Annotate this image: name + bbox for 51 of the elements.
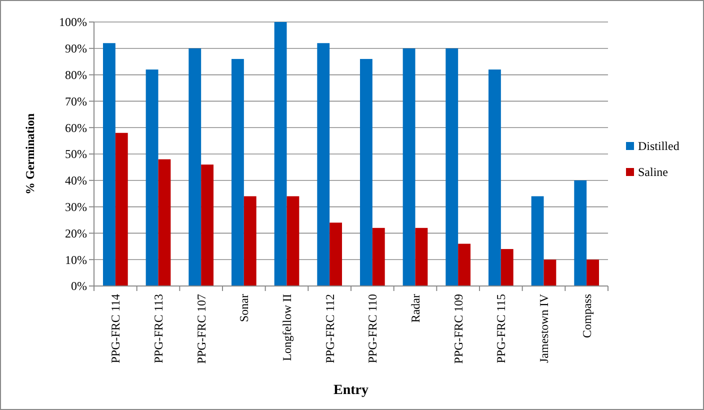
bar	[402, 48, 416, 286]
y-tick-label: 100%	[59, 15, 87, 30]
bar	[201, 164, 214, 286]
x-tick-label: Radar	[408, 294, 422, 323]
y-tick-label: 10%	[65, 252, 87, 267]
bar	[488, 70, 501, 286]
y-tick-label: 0%	[71, 279, 87, 294]
bar	[244, 196, 256, 286]
x-tick-label: Longfellow II	[280, 294, 294, 361]
bar	[574, 180, 587, 286]
bar	[158, 159, 171, 286]
bar	[544, 260, 556, 286]
bar	[531, 196, 544, 286]
bar	[500, 249, 514, 286]
x-tick-label: Sonar	[237, 294, 252, 322]
x-tick-label: PPG-FRC 110	[366, 294, 380, 364]
bar	[415, 228, 428, 286]
legend-label: Saline	[638, 165, 668, 180]
bar	[586, 260, 600, 286]
x-tick-label: PPG-FRC 114	[108, 294, 123, 364]
bar	[372, 228, 385, 286]
bar	[231, 58, 244, 286]
y-axis-title: % Germination	[23, 113, 37, 194]
x-tick-label: PPG-FRC 109	[451, 294, 466, 364]
y-tick-label: 70%	[65, 94, 87, 108]
bar	[146, 70, 158, 286]
y-tick-label: 60%	[65, 120, 87, 135]
x-tick-label: Compass	[580, 294, 594, 338]
bar	[115, 132, 128, 286]
y-tick-label: 80%	[65, 68, 87, 82]
bar	[102, 43, 116, 286]
y-tick-label: 30%	[65, 200, 87, 214]
x-tick-label: PPG-FRC 113	[151, 294, 166, 364]
bar	[330, 222, 342, 286]
bar	[446, 48, 458, 286]
y-tick-label: 50%	[65, 147, 87, 162]
x-axis-title: Entry	[334, 383, 368, 398]
y-tick-label: 20%	[65, 226, 87, 240]
legend-label: Distilled	[638, 139, 680, 154]
bar	[360, 58, 372, 286]
bar	[317, 43, 330, 286]
x-tick-label: PPG-FRC 112	[322, 294, 337, 364]
x-tick-label: PPG-FRC 107	[194, 294, 208, 364]
bar	[286, 196, 300, 286]
bar	[188, 48, 202, 286]
y-tick-label: 90%	[65, 42, 87, 56]
x-tick-label: PPG-FRC 115	[494, 294, 508, 364]
bar	[274, 22, 287, 286]
x-tick-label: Jamestown IV	[536, 294, 551, 363]
y-tick-label: 40%	[65, 174, 87, 188]
bar	[458, 244, 471, 286]
